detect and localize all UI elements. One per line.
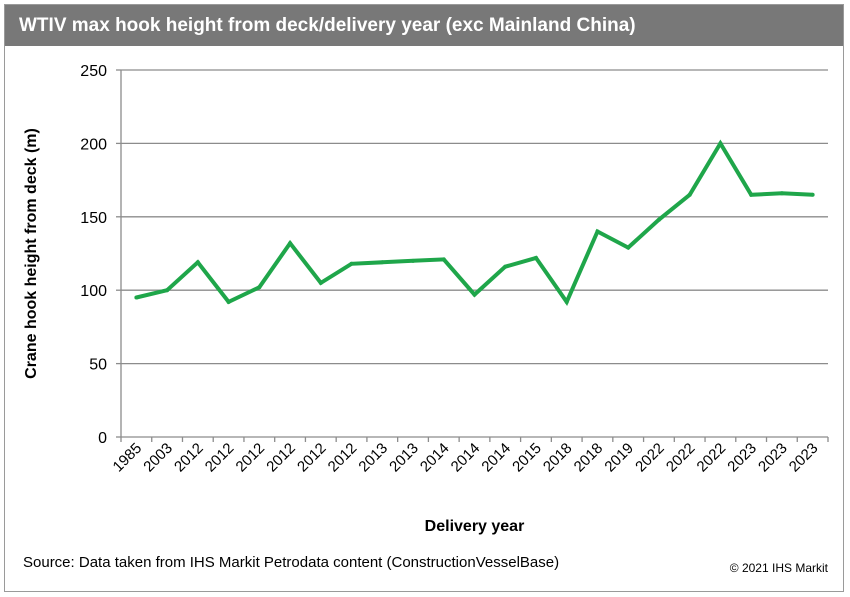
copyright-note: © 2021 IHS Markit	[729, 561, 828, 575]
x-tick-label: 1985	[110, 440, 146, 476]
x-tick-label: 2013	[355, 440, 391, 476]
x-tick-label: 2022	[632, 440, 668, 476]
y-tick-label: 0	[98, 430, 107, 447]
x-tick-label: 2012	[294, 440, 330, 476]
data-point	[411, 258, 416, 263]
data-point	[810, 192, 815, 197]
data-point	[195, 260, 200, 265]
x-tick-label: 2012	[171, 440, 207, 476]
series-line	[135, 139, 813, 306]
data-point	[749, 192, 754, 197]
x-tick-label: 2018	[571, 440, 607, 476]
data-point	[134, 295, 139, 300]
data-point	[779, 191, 784, 196]
x-tick-label: 2022	[663, 440, 699, 476]
chart-frame	[4, 4, 844, 592]
y-tick-label: 150	[80, 210, 107, 227]
data-point	[318, 280, 323, 285]
x-tick-label: 2015	[509, 440, 545, 476]
data-point	[595, 229, 600, 234]
y-tick-label: 200	[80, 136, 107, 153]
y-axis-label: Crane hook height from deck (m)	[23, 128, 40, 379]
y-tick-label: 50	[89, 357, 107, 374]
x-tick-label: 2013	[386, 440, 422, 476]
x-tick-label: 2019	[601, 440, 637, 476]
y-tick-label: 100	[80, 283, 107, 300]
x-tick-label: 2014	[478, 440, 514, 476]
data-point	[564, 299, 569, 304]
x-tick-label: 2018	[540, 440, 576, 476]
title-bar: WTIV max hook height from deck/delivery …	[5, 5, 843, 46]
x-tick-label: 2012	[233, 440, 269, 476]
data-point	[626, 245, 631, 250]
data-point	[472, 292, 477, 297]
data-point	[656, 217, 661, 222]
chart-title: WTIV max hook height from deck/delivery …	[19, 15, 636, 36]
data-point	[503, 264, 508, 269]
data-point	[226, 299, 231, 304]
data-point	[165, 288, 170, 293]
x-tick-label: 2012	[325, 440, 361, 476]
data-point	[687, 192, 692, 197]
data-point	[288, 241, 293, 246]
x-tick-label: 2023	[786, 440, 822, 476]
data-point	[257, 285, 262, 290]
x-tick-label: 2014	[417, 440, 453, 476]
data-point	[718, 141, 723, 146]
data-point	[533, 255, 538, 260]
x-axis-label: Delivery year	[425, 518, 525, 535]
x-tick-label: 2023	[724, 440, 760, 476]
x-tick-label: 2014	[448, 440, 484, 476]
data-point	[380, 260, 385, 265]
x-tick-label: 2003	[140, 440, 176, 476]
x-tick-label: 2022	[694, 440, 730, 476]
x-tick-label: 2012	[202, 440, 238, 476]
data-point	[349, 261, 354, 266]
source-note: Source: Data taken from IHS Markit Petro…	[23, 554, 560, 571]
x-tick-label: 2012	[263, 440, 299, 476]
data-point	[441, 257, 446, 262]
x-tick-label: 2023	[755, 440, 791, 476]
y-tick-label: 250	[80, 63, 107, 80]
